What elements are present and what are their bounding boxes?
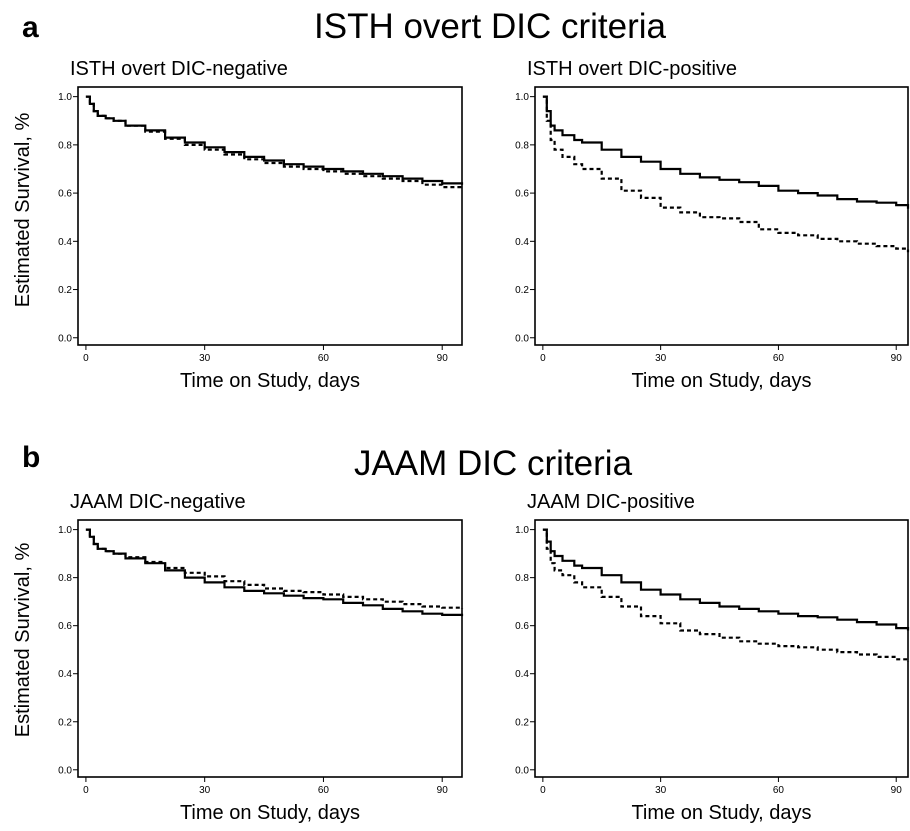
panel-letter-a: a [22,11,39,44]
x-axis-label-isth-positive: Time on Study, days [631,370,811,392]
y-tick-label-isth-negative-1: 0.2 [58,285,72,296]
y-axis-label-top: Estimated Survival, % [12,113,34,308]
y-tick-label-isth-negative-5: 1.0 [58,92,72,103]
x-axis-label-jaam-positive: Time on Study, days [631,802,811,824]
survival-curve-isth-negative-dashed [85,95,464,190]
y-tick-label-jaam-negative-5: 1.0 [58,525,72,536]
section-title-isth: ISTH overt DIC criteria [314,7,667,46]
plot-frame-isth-negative [77,86,463,346]
y-tick-label-jaam-positive-4: 0.8 [515,573,529,584]
y-tick-label-isth-negative-3: 0.6 [58,189,72,200]
y-tick-label-isth-positive-1: 0.2 [515,285,529,296]
y-tick-label-jaam-negative-2: 0.4 [58,669,72,680]
chart-isth-negative: ISTH overt DIC-negative 0.0 0.2 0.4 0.6 0.8 1.… [58,58,464,392]
plot-frame-jaam-negative [77,519,463,778]
x-tick-label-isth-positive-0: 0 [540,353,546,364]
y-tick-label-jaam-positive-3: 0.6 [515,621,529,632]
y-tick-label-isth-positive-0: 0.0 [515,333,529,344]
x-tick-label-jaam-negative-3: 90 [437,785,449,796]
x-tick-label-jaam-negative-0: 0 [83,785,89,796]
survival-curve-jaam-positive-solid [542,528,910,631]
x-tick-label-jaam-positive-0: 0 [540,785,546,796]
survival-curve-jaam-negative-solid [85,528,464,617]
section-title-jaam: JAAM DIC criteria [354,444,633,483]
y-tick-label-isth-positive-4: 0.8 [515,140,529,151]
charts-layer: ISTH overt DIC-negative 0.0 0.2 0.4 0.6 0.8 1.… [58,58,910,824]
x-tick-label-isth-negative-0: 0 [83,353,89,364]
survival-curve-jaam-positive-dashed [542,528,910,662]
x-axis-label-isth-negative: Time on Study, days [180,370,360,392]
y-axis-label-bottom: Estimated Survival, % [12,543,34,738]
x-tick-label-jaam-positive-3: 90 [891,785,903,796]
survival-curve-isth-positive-dashed [542,95,910,253]
x-tick-label-jaam-positive-1: 30 [655,785,667,796]
survival-curve-isth-negative-solid [85,95,464,185]
chart-jaam-negative: JAAM DIC-negative 0.0 0.2 0.4 0.6 0.8 1.0 0 30 60… [58,491,464,824]
survival-curve-isth-positive-solid [542,95,910,209]
y-tick-label-jaam-negative-0: 0.0 [58,765,72,776]
chart-title-isth-negative: ISTH overt DIC-negative [70,58,288,80]
y-tick-label-jaam-positive-2: 0.4 [515,669,529,680]
x-tick-label-isth-positive-1: 30 [655,353,667,364]
x-tick-label-isth-positive-2: 60 [773,353,785,364]
panel-letter-b: b [22,441,40,474]
plot-frame-jaam-positive [534,519,909,778]
y-tick-label-isth-negative-0: 0.0 [58,333,72,344]
chart-title-isth-positive: ISTH overt DIC-positive [527,58,737,80]
y-tick-label-isth-negative-4: 0.8 [58,140,72,151]
y-tick-label-isth-positive-3: 0.6 [515,189,529,200]
y-tick-label-jaam-negative-3: 0.6 [58,621,72,632]
x-tick-label-isth-negative-3: 90 [437,353,449,364]
chart-title-jaam-negative: JAAM DIC-negative [70,491,246,513]
chart-title-jaam-positive: JAAM DIC-positive [527,491,695,513]
x-tick-label-isth-negative-2: 60 [318,353,330,364]
y-tick-label-jaam-negative-4: 0.8 [58,573,72,584]
y-tick-label-jaam-positive-0: 0.0 [515,765,529,776]
y-tick-label-jaam-negative-1: 0.2 [58,717,72,728]
chart-jaam-positive: JAAM DIC-positive 0.0 0.2 0.4 0.6 0.8 1.0 0 30 60… [515,491,910,824]
y-tick-label-isth-positive-2: 0.4 [515,237,529,248]
x-tick-label-jaam-negative-2: 60 [318,785,330,796]
y-tick-label-jaam-positive-5: 1.0 [515,525,529,536]
chart-isth-positive: ISTH overt DIC-positive 0.0 0.2 0.4 0.6 0.8 1.… [515,58,910,392]
y-tick-label-jaam-positive-1: 0.2 [515,717,529,728]
survival-curve-jaam-negative-dashed [85,528,464,609]
x-tick-label-isth-negative-1: 30 [199,353,211,364]
y-tick-label-isth-positive-5: 1.0 [515,92,529,103]
x-tick-label-jaam-positive-2: 60 [773,785,785,796]
plot-frame-isth-positive [534,86,909,346]
x-axis-label-jaam-negative: Time on Study, days [180,802,360,824]
x-tick-label-jaam-negative-1: 30 [199,785,211,796]
y-tick-label-isth-negative-2: 0.4 [58,237,72,248]
x-tick-label-isth-positive-3: 90 [891,353,903,364]
